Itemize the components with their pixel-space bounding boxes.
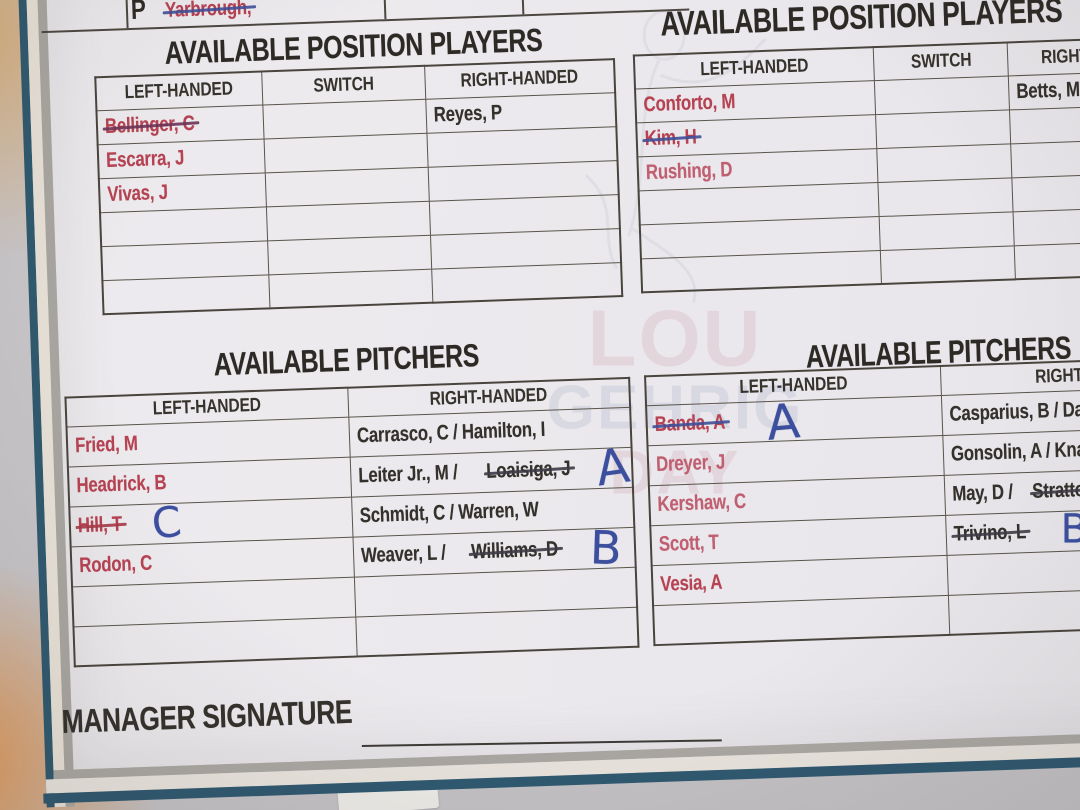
position-label: P <box>130 0 147 26</box>
player-name-struck: Trivino, L <box>953 520 1027 546</box>
player-name: Reyes, P <box>433 101 503 127</box>
player-cell <box>268 268 433 309</box>
position-players-table-right: LEFT-HANDED SWITCH RIGHT-HANDED Conforto… <box>632 35 1080 294</box>
column-header: RIGHT-HANDED <box>1007 36 1080 76</box>
player-cell <box>263 132 429 173</box>
player-name: Escarra, J <box>105 146 185 172</box>
handwritten-letter: B <box>588 520 623 576</box>
player-cell <box>874 75 1010 115</box>
player-name: Vivas, J <box>106 180 169 206</box>
player-name: Gonsolin, A / Knack <box>950 437 1080 466</box>
player-cell <box>101 240 269 281</box>
player-name: Headrick, B <box>76 471 167 498</box>
handwritten-letter: A <box>764 393 803 452</box>
pitchers-table-right: LEFT-HANDED RIGHT-HANDED Banda, A A Casp… <box>644 354 1080 647</box>
pitchers-table-left: LEFT-HANDED RIGHT-HANDED Fried, M Carras… <box>64 376 640 668</box>
handwritten-letter: C <box>148 496 184 549</box>
player-cell <box>880 245 1016 284</box>
player-name-struck: Hill, T <box>77 512 123 538</box>
player-cell <box>1011 136 1080 178</box>
player-name: Dreyer, J <box>655 450 726 476</box>
player-cell <box>1014 238 1080 280</box>
player-name-struck: Williams, D <box>470 537 558 564</box>
player-cell: Bellinger, C <box>96 104 264 145</box>
player-name-struck: Loaisiga, J <box>485 456 571 483</box>
player-name: Conforto, M <box>643 90 736 117</box>
player-cell <box>265 200 431 241</box>
player-cell <box>877 143 1013 183</box>
player-name: Rushing, D <box>645 158 733 185</box>
player-cell <box>1013 204 1080 246</box>
player-cell <box>264 166 430 207</box>
cell-divider <box>123 0 129 29</box>
player-cell <box>355 606 639 657</box>
column-header: SWITCH <box>873 42 1009 81</box>
player-cell <box>1012 170 1080 212</box>
player-cell <box>262 98 427 139</box>
player-name: Scott, T <box>658 530 719 556</box>
player-cell: Escarra, J <box>97 138 265 179</box>
player-cell: Betts, M <box>1008 69 1080 110</box>
player-name: May, D / <box>951 480 1014 506</box>
player-name: Casparius, B / Davis <box>949 397 1080 426</box>
player-cell <box>640 250 882 293</box>
player-cell <box>73 616 357 667</box>
background-player-sketch <box>585 9 766 305</box>
player-name: Carrasco, C / Hamilton, I <box>356 417 545 448</box>
cell-divider <box>381 0 387 20</box>
player-cell <box>878 177 1014 217</box>
player-name-struck: Bellinger, C <box>104 111 195 139</box>
player-name: Weaver, L / <box>360 541 446 568</box>
player-name: Leiter Jr., M / <box>357 460 458 488</box>
player-cell <box>431 262 623 303</box>
player-name: Schmidt, C / Warren, W <box>358 498 539 528</box>
player-name: Betts, M <box>1016 77 1080 104</box>
player-cell <box>100 206 268 247</box>
player-name-struck: Stratton, <box>1032 478 1080 504</box>
player-name: Kershaw, C <box>657 489 747 516</box>
player-cell <box>879 211 1015 251</box>
player-name: Rodon, C <box>78 551 153 578</box>
player-name-struck: Banda, A <box>654 410 726 437</box>
player-name-struck: Kim, H <box>644 125 697 151</box>
position-players-table-left: LEFT-HANDED SWITCH RIGHT-HANDED Bellinge… <box>94 58 624 316</box>
player-cell <box>1009 102 1080 144</box>
player-cell <box>102 274 270 315</box>
lineup-card: LOU GEHRIG DAY P Yarbrough, <box>9 0 1080 808</box>
cell-divider <box>519 0 525 15</box>
handwritten-letter: A <box>592 437 633 498</box>
player-cell <box>875 109 1012 149</box>
player-cell: Weaver, L / Williams, D B <box>352 520 636 577</box>
player-name: Fried, M <box>74 432 138 458</box>
player-cell <box>267 234 432 275</box>
pitcher-name-struck: Yarbrough, <box>164 0 273 24</box>
player-name: Vesia, A <box>659 570 723 596</box>
player-cell: Vivas, J <box>98 172 266 213</box>
